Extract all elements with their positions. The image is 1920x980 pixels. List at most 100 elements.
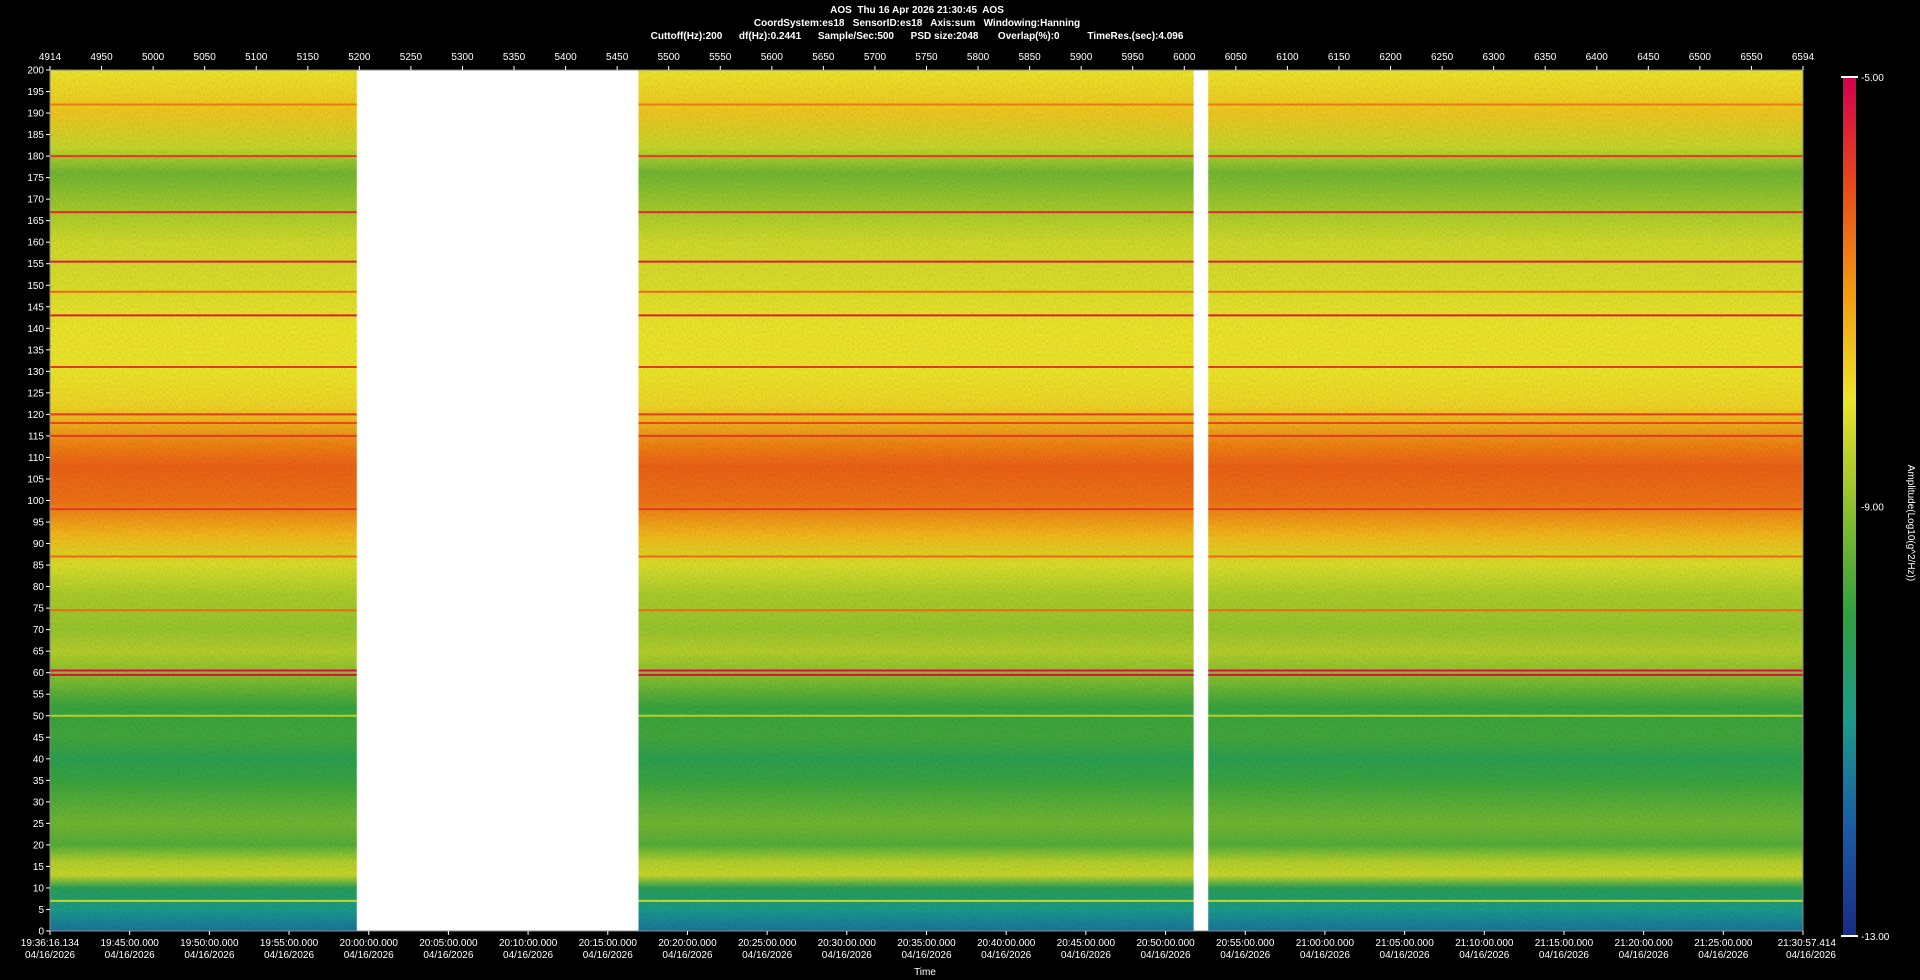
y-axis-tick-label: 150 xyxy=(27,281,44,292)
time-axis-date-label: 04/16/2026 xyxy=(1786,950,1836,961)
top-axis-tick-label: 5150 xyxy=(297,52,320,63)
time-axis-tick-label: 20:25:00.000 xyxy=(738,938,797,949)
time-axis-tick-label: 19:55:00.000 xyxy=(260,938,319,949)
top-axis-tick-label: 5450 xyxy=(606,52,629,63)
time-axis-tick-label: 20:45:00.000 xyxy=(1057,938,1116,949)
top-axis-tick-label: 6150 xyxy=(1328,52,1351,63)
y-axis-tick-label: 95 xyxy=(33,518,45,529)
top-axis-tick-label: 5950 xyxy=(1122,52,1145,63)
y-axis-tick-label: 35 xyxy=(33,776,45,787)
time-axis-date-label: 04/16/2026 xyxy=(105,950,155,961)
time-axis-date-label: 04/16/2026 xyxy=(344,950,394,961)
time-axis-tick-label: 20:40:00.000 xyxy=(977,938,1036,949)
time-axis-date-label: 04/16/2026 xyxy=(25,950,75,961)
y-axis-tick-label: 10 xyxy=(33,883,45,894)
time-axis-date-label: 04/16/2026 xyxy=(1380,950,1430,961)
top-axis-tick-label: 6500 xyxy=(1689,52,1712,63)
time-axis-date-label: 04/16/2026 xyxy=(1619,950,1669,961)
y-axis-tick-label: 20 xyxy=(33,840,45,851)
time-axis-date-label: 04/16/2026 xyxy=(662,950,712,961)
colorbar-gradient xyxy=(1843,77,1856,936)
y-axis-tick-label: 180 xyxy=(27,152,44,163)
y-axis-tick-label: 90 xyxy=(33,539,45,550)
colorbar-tick-label: -5.00 xyxy=(1861,73,1884,84)
time-axis-tick-label: 21:00:00.000 xyxy=(1296,938,1355,949)
top-axis-tick-label: 4914 xyxy=(39,52,62,63)
time-axis-tick-label: 20:55:00.000 xyxy=(1216,938,1275,949)
header-title: AOS Thu 16 Apr 2026 21:30:45 AOS xyxy=(830,5,1004,16)
time-axis-tick-label: 19:45:00.000 xyxy=(100,938,159,949)
y-axis-tick-label: 15 xyxy=(33,862,45,873)
time-axis-tick-label: 21:05:00.000 xyxy=(1375,938,1434,949)
time-axis-tick-label: 20:15:00.000 xyxy=(579,938,638,949)
time-axis-date-label: 04/16/2026 xyxy=(822,950,872,961)
top-axis-tick-label: 5600 xyxy=(761,52,784,63)
top-axis-tick-label: 5000 xyxy=(142,52,165,63)
time-axis-date-label: 04/16/2026 xyxy=(901,950,951,961)
time-axis-date-label: 04/16/2026 xyxy=(1698,950,1748,961)
header-psd-params: Cuttoff(Hz):200 df(Hz):0.2441 Sample/Sec… xyxy=(650,31,1184,42)
time-axis-tick-label: 21:15:00.000 xyxy=(1535,938,1594,949)
top-axis-tick-label: 6300 xyxy=(1483,52,1506,63)
top-axis-tick-label: 6450 xyxy=(1637,52,1660,63)
y-axis-tick-label: 140 xyxy=(27,324,44,335)
time-axis-date-label: 04/16/2026 xyxy=(1459,950,1509,961)
top-axis-tick-label: 6550 xyxy=(1740,52,1763,63)
time-axis-tick-label: 20:10:00.000 xyxy=(499,938,558,949)
y-axis-tick-label: 115 xyxy=(28,431,44,442)
top-axis-tick-label: 5750 xyxy=(915,52,938,63)
top-axis-tick-label: 6400 xyxy=(1586,52,1609,63)
time-axis-tick-label: 20:50:00.000 xyxy=(1136,938,1195,949)
y-axis-tick-label: 200 xyxy=(27,66,44,77)
time-axis-date-label: 04/16/2026 xyxy=(1300,950,1350,961)
y-axis-tick-label: 60 xyxy=(33,668,45,679)
colorbar-label: Amplitude(Log10(g^2/Hz)) xyxy=(1905,465,1916,581)
top-axis-tick-label: 5550 xyxy=(709,52,732,63)
data-gap xyxy=(1193,70,1209,931)
top-axis-tick-label: 5100 xyxy=(245,52,268,63)
y-axis-tick-label: 40 xyxy=(33,754,45,765)
top-axis-tick-label: 6350 xyxy=(1534,52,1557,63)
top-axis-tick-label: 6594 xyxy=(1792,52,1815,63)
top-axis-tick-label: 5850 xyxy=(1018,52,1041,63)
time-axis-tick-label: 21:10:00.000 xyxy=(1455,938,1514,949)
y-axis-tick-label: 65 xyxy=(33,647,45,658)
y-axis-tick-label: 190 xyxy=(27,109,44,120)
top-axis-tick-label: 5800 xyxy=(967,52,990,63)
chart-axes: 4914 4950 5000 5050 5100 5150 5200 5250 5300 5350… xyxy=(21,52,1837,978)
y-axis-tick-label: 125 xyxy=(27,388,44,399)
top-axis-tick-label: 6000 xyxy=(1173,52,1196,63)
top-axis-tick-label: 6250 xyxy=(1431,52,1454,63)
time-axis-date-label: 04/16/2026 xyxy=(583,950,633,961)
data-gap xyxy=(356,70,639,931)
top-axis-tick-label: 6050 xyxy=(1225,52,1248,63)
y-axis-tick-label: 160 xyxy=(27,238,44,249)
time-axis-tick-label: 21:30:57.414 xyxy=(1778,938,1837,949)
y-axis-tick-label: 100 xyxy=(27,496,44,507)
time-axis-tick-label: 19:50:00.000 xyxy=(180,938,239,949)
top-axis-tick-label: 6200 xyxy=(1379,52,1402,63)
top-axis-tick-label: 6100 xyxy=(1276,52,1299,63)
y-axis-tick-label: 165 xyxy=(27,216,44,227)
top-axis-tick-label: 5400 xyxy=(554,52,577,63)
y-axis-tick-label: 130 xyxy=(27,367,44,378)
y-axis-tick-label: 5 xyxy=(38,905,44,916)
time-axis-tick-label: 20:30:00.000 xyxy=(818,938,877,949)
y-axis-tick-label: 175 xyxy=(27,173,44,184)
time-axis-date-label: 04/16/2026 xyxy=(184,950,234,961)
top-axis-tick-label: 5250 xyxy=(400,52,423,63)
time-axis-tick-label: 20:00:00.000 xyxy=(340,938,399,949)
spectrogram-noise xyxy=(50,70,1803,931)
y-axis-tick-label: 80 xyxy=(33,582,45,593)
y-axis-tick-label: 185 xyxy=(27,130,44,141)
top-axis-tick-label: 5050 xyxy=(194,52,217,63)
y-axis-tick-label: 120 xyxy=(27,410,44,421)
y-axis-tick-label: 135 xyxy=(27,345,44,356)
y-axis-tick-label: 50 xyxy=(33,711,45,722)
time-axis-date-label: 04/16/2026 xyxy=(1220,950,1270,961)
spectrogram-plot-area xyxy=(50,70,1803,931)
time-axis-date-label: 04/16/2026 xyxy=(503,950,553,961)
y-axis-tick-label: 0 xyxy=(38,927,44,938)
header-sensor-info: CoordSystem:es18 SensorID:es18 Axis:sum … xyxy=(753,18,1081,29)
